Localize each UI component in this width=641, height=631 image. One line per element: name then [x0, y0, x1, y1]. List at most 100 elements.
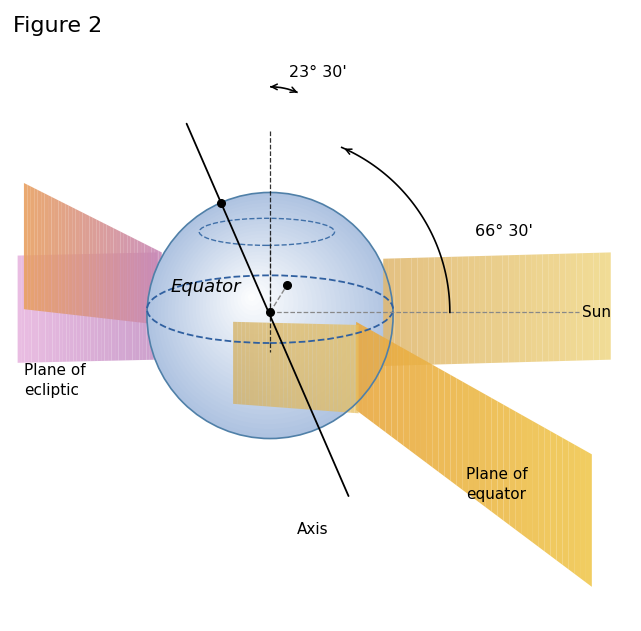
- Polygon shape: [121, 232, 124, 321]
- Polygon shape: [457, 257, 463, 364]
- Polygon shape: [313, 324, 317, 410]
- Polygon shape: [463, 256, 469, 363]
- Polygon shape: [594, 253, 599, 360]
- Polygon shape: [58, 201, 62, 314]
- Polygon shape: [551, 431, 556, 560]
- Polygon shape: [62, 202, 65, 314]
- Polygon shape: [521, 415, 527, 538]
- Polygon shape: [138, 240, 141, 322]
- Polygon shape: [48, 195, 51, 312]
- Polygon shape: [134, 239, 138, 322]
- Polygon shape: [451, 257, 457, 364]
- Polygon shape: [87, 254, 90, 361]
- Polygon shape: [560, 254, 565, 361]
- Polygon shape: [51, 197, 55, 313]
- Polygon shape: [574, 444, 580, 578]
- Polygon shape: [417, 257, 423, 365]
- Polygon shape: [386, 338, 392, 437]
- Polygon shape: [77, 254, 80, 362]
- Polygon shape: [84, 254, 87, 362]
- Polygon shape: [136, 253, 140, 360]
- Polygon shape: [246, 322, 250, 405]
- Polygon shape: [146, 252, 150, 360]
- Polygon shape: [354, 325, 358, 413]
- Polygon shape: [350, 325, 354, 413]
- Polygon shape: [421, 358, 427, 463]
- Polygon shape: [429, 257, 435, 365]
- Polygon shape: [267, 322, 271, 407]
- Polygon shape: [539, 425, 545, 551]
- Polygon shape: [60, 254, 63, 362]
- Polygon shape: [468, 385, 474, 498]
- Polygon shape: [288, 323, 292, 408]
- Polygon shape: [129, 253, 133, 360]
- Polygon shape: [571, 253, 577, 361]
- Circle shape: [230, 276, 279, 325]
- Polygon shape: [580, 448, 586, 582]
- Polygon shape: [258, 322, 262, 406]
- Text: Plane of
equator: Plane of equator: [465, 467, 528, 502]
- Polygon shape: [101, 254, 104, 361]
- Polygon shape: [497, 256, 503, 363]
- Polygon shape: [250, 322, 254, 406]
- Polygon shape: [492, 398, 497, 516]
- Circle shape: [220, 265, 294, 339]
- Polygon shape: [329, 324, 333, 411]
- Polygon shape: [346, 324, 350, 413]
- Polygon shape: [271, 323, 275, 407]
- Polygon shape: [406, 258, 412, 365]
- Polygon shape: [133, 253, 136, 360]
- Polygon shape: [562, 438, 569, 569]
- Circle shape: [164, 209, 369, 415]
- Polygon shape: [605, 252, 611, 360]
- Polygon shape: [514, 255, 520, 362]
- Polygon shape: [545, 428, 551, 556]
- Polygon shape: [300, 324, 304, 410]
- Polygon shape: [283, 323, 288, 408]
- Polygon shape: [321, 324, 325, 411]
- Polygon shape: [275, 323, 279, 408]
- Polygon shape: [435, 257, 440, 365]
- Polygon shape: [486, 256, 491, 363]
- Polygon shape: [150, 252, 153, 360]
- Polygon shape: [503, 404, 510, 525]
- Polygon shape: [155, 249, 158, 324]
- Polygon shape: [503, 255, 508, 363]
- Polygon shape: [469, 256, 474, 363]
- Polygon shape: [41, 192, 45, 312]
- Polygon shape: [128, 235, 131, 321]
- Polygon shape: [46, 255, 49, 362]
- Polygon shape: [374, 332, 379, 428]
- Circle shape: [192, 237, 331, 377]
- Polygon shape: [486, 395, 492, 512]
- Polygon shape: [342, 324, 346, 413]
- Polygon shape: [38, 190, 41, 311]
- Polygon shape: [338, 324, 342, 412]
- Polygon shape: [56, 254, 60, 362]
- Polygon shape: [141, 242, 144, 323]
- Polygon shape: [97, 254, 101, 361]
- Polygon shape: [108, 254, 112, 361]
- Polygon shape: [415, 355, 421, 459]
- Polygon shape: [304, 324, 308, 410]
- Polygon shape: [565, 254, 571, 361]
- Circle shape: [237, 283, 270, 316]
- Text: Equator: Equator: [171, 278, 241, 296]
- Circle shape: [240, 286, 265, 310]
- Circle shape: [217, 262, 299, 344]
- Text: 66° 30': 66° 30': [475, 224, 533, 239]
- Polygon shape: [115, 253, 119, 361]
- Polygon shape: [333, 324, 338, 412]
- Polygon shape: [28, 256, 31, 363]
- Polygon shape: [438, 369, 444, 476]
- Circle shape: [147, 192, 393, 439]
- Polygon shape: [80, 254, 84, 362]
- Text: Figure 2: Figure 2: [13, 16, 103, 36]
- Circle shape: [196, 241, 327, 372]
- Polygon shape: [412, 258, 417, 365]
- Polygon shape: [49, 255, 53, 362]
- Circle shape: [223, 269, 289, 334]
- Polygon shape: [325, 324, 329, 411]
- Polygon shape: [113, 228, 117, 320]
- Polygon shape: [395, 258, 400, 366]
